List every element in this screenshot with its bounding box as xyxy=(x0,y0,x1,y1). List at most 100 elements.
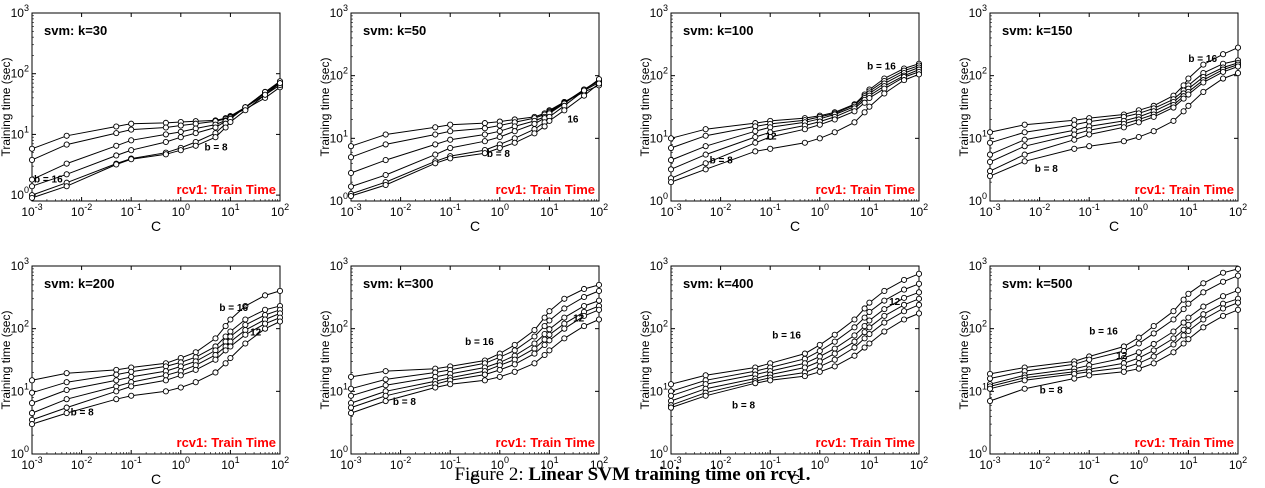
data-point xyxy=(162,138,169,146)
data-point xyxy=(986,168,994,175)
y-tick-label: 100 xyxy=(650,444,668,461)
data-point xyxy=(881,90,888,97)
data-point xyxy=(667,166,675,173)
data-point xyxy=(901,316,908,323)
data-point xyxy=(816,358,823,365)
data-point xyxy=(63,370,70,377)
y-axis-label: Training time (sec) xyxy=(957,58,971,157)
data-point xyxy=(767,133,774,141)
data-point xyxy=(192,366,199,373)
data-point xyxy=(767,377,774,384)
x-tick-label: 10-2 xyxy=(71,455,92,472)
data-point xyxy=(347,410,355,417)
data-point xyxy=(531,327,538,334)
data-point xyxy=(986,151,994,158)
subplot-7: 10-3 10-2 10-1 100 101 102 100 101 102 103 C Traini… xyxy=(638,256,928,487)
data-point xyxy=(432,384,439,391)
data-point xyxy=(347,143,355,150)
data-point xyxy=(581,87,588,94)
data-point xyxy=(1170,335,1177,342)
subplot-2: 10-3 10-2 10-1 100 101 102 100 101 102 103 C Traini… xyxy=(318,3,608,234)
data-point xyxy=(347,404,355,411)
data-point xyxy=(901,294,908,301)
corner-label: rcv1: Train Time xyxy=(816,435,915,450)
data-point xyxy=(496,354,503,361)
data-point xyxy=(1021,377,1028,384)
x-tick-label: 10-2 xyxy=(390,202,411,219)
series-6 xyxy=(667,310,923,411)
x-tick-label: 100 xyxy=(172,202,190,219)
data-point xyxy=(915,301,923,308)
data-point xyxy=(531,130,538,137)
y-tick-label: 103 xyxy=(650,256,668,273)
data-point xyxy=(262,306,269,313)
x-tick-label: 100 xyxy=(811,455,829,472)
x-tick-label: 102 xyxy=(910,455,928,472)
data-point xyxy=(1180,326,1187,333)
data-point xyxy=(63,183,70,190)
data-point xyxy=(595,287,603,294)
data-point xyxy=(1234,44,1242,51)
data-point xyxy=(511,347,518,354)
data-point xyxy=(447,144,454,152)
data-point xyxy=(177,122,184,129)
series-6 xyxy=(347,80,603,200)
data-point xyxy=(177,128,184,135)
y-tick-label: 100 xyxy=(330,444,348,461)
data-point xyxy=(63,132,70,139)
data-point xyxy=(128,126,135,133)
series-5 xyxy=(986,63,1242,175)
data-point xyxy=(1135,334,1142,341)
data-point xyxy=(831,129,838,136)
data-point xyxy=(28,145,36,152)
data-point xyxy=(447,121,454,128)
data-point xyxy=(162,124,169,131)
data-point xyxy=(276,318,284,325)
data-point xyxy=(546,117,553,124)
data-point xyxy=(986,129,994,136)
data-point xyxy=(1180,296,1187,303)
data-point xyxy=(382,376,389,383)
data-point xyxy=(1170,117,1177,124)
x-tick-label: 10-3 xyxy=(21,202,42,219)
data-point xyxy=(986,158,994,165)
y-tick-label: 100 xyxy=(11,185,29,202)
data-point xyxy=(1180,332,1187,339)
subplot-8: 10-3 10-2 10-1 100 101 102 100 101 102 103 C Traini… xyxy=(957,256,1247,487)
y-axis-label: Training time (sec) xyxy=(0,58,13,157)
x-tick-label: 101 xyxy=(1179,455,1197,472)
data-point xyxy=(481,371,488,378)
y-tick-label: 101 xyxy=(969,381,987,398)
data-point xyxy=(866,94,873,102)
data-point xyxy=(901,308,908,315)
data-point xyxy=(242,107,249,114)
series-1 xyxy=(28,287,284,384)
subplot-5: 10-3 10-2 10-1 100 101 102 100 101 102 103 C Traini… xyxy=(0,256,289,487)
corner-label: rcv1: Train Time xyxy=(496,435,595,450)
x-tick-label: 101 xyxy=(1179,202,1197,219)
data-point xyxy=(531,350,538,357)
data-point xyxy=(1150,323,1157,330)
y-tick-label: 101 xyxy=(650,128,668,145)
data-point xyxy=(1185,75,1192,82)
data-point xyxy=(861,109,868,116)
data-point xyxy=(212,134,219,141)
data-point xyxy=(347,154,355,161)
plot-area xyxy=(31,12,281,202)
data-point xyxy=(262,292,269,299)
data-point xyxy=(1200,324,1207,331)
data-point xyxy=(222,347,229,354)
data-point xyxy=(531,345,538,352)
y-tick-label: 100 xyxy=(969,191,987,208)
data-point xyxy=(1150,113,1157,120)
x-axis-label: C xyxy=(151,218,161,234)
data-point xyxy=(1220,293,1227,300)
data-point xyxy=(347,169,355,177)
data-point xyxy=(581,285,588,293)
y-tick-label: 101 xyxy=(969,128,987,145)
data-point xyxy=(1234,287,1242,294)
data-point xyxy=(561,314,568,321)
data-point xyxy=(1021,143,1028,150)
data-point xyxy=(447,381,454,388)
data-point xyxy=(382,131,389,138)
